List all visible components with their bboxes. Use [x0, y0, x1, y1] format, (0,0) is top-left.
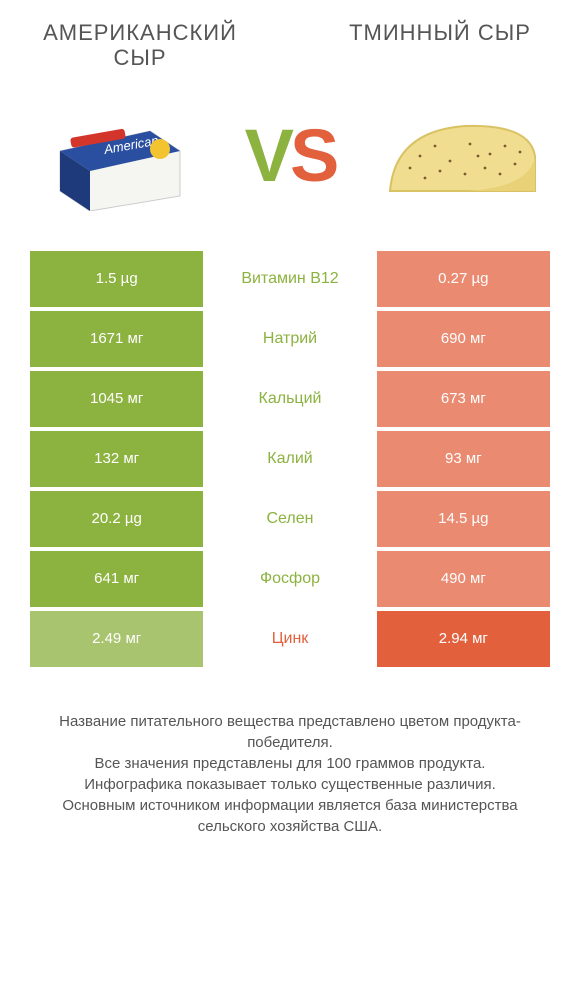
table-row: 641 мгФосфор490 мг — [30, 551, 550, 607]
nutrient-label: Фосфор — [203, 551, 376, 607]
table-row: 1671 мгНатрий690 мг — [30, 311, 550, 367]
value-right: 490 мг — [377, 551, 550, 607]
table-row: 2.49 мгЦинк2.94 мг — [30, 611, 550, 667]
nutrient-label: Натрий — [203, 311, 376, 367]
vs-label: VS — [245, 113, 336, 198]
value-right: 673 мг — [377, 371, 550, 427]
nutrient-label: Селен — [203, 491, 376, 547]
footer-line-3: Инфографика показывает только существенн… — [30, 774, 550, 795]
nutrient-label: Витамин B12 — [203, 251, 376, 307]
table-row: 20.2 µgСелен14.5 µg — [30, 491, 550, 547]
value-right: 2.94 мг — [377, 611, 550, 667]
footer-line-1: Название питательного вещества представл… — [30, 711, 550, 753]
header: АМЕРИКАНСКИЙ СЫР ТМИННЫЙ СЫР — [0, 0, 580, 81]
table-row: 132 мгКалий93 мг — [30, 431, 550, 487]
value-left: 1.5 µg — [30, 251, 203, 307]
value-right: 14.5 µg — [377, 491, 550, 547]
vs-s: S — [290, 114, 335, 197]
vs-v: V — [245, 114, 290, 197]
value-left: 1671 мг — [30, 311, 203, 367]
product-image-left: American — [40, 91, 200, 221]
value-left: 20.2 µg — [30, 491, 203, 547]
footer: Название питательного вещества представл… — [0, 671, 580, 837]
title-left: АМЕРИКАНСКИЙ СЫР — [40, 20, 240, 71]
value-right: 0.27 µg — [377, 251, 550, 307]
title-right: ТМИННЫЙ СЫР — [340, 20, 540, 71]
comparison-table: 1.5 µgВитамин B120.27 µg1671 мгНатрий690… — [0, 251, 580, 667]
footer-line-2: Все значения представлены для 100 граммо… — [30, 753, 550, 774]
images-row: American VS — [0, 81, 580, 251]
value-left: 132 мг — [30, 431, 203, 487]
nutrient-label: Калий — [203, 431, 376, 487]
value-left: 1045 мг — [30, 371, 203, 427]
value-right: 93 мг — [377, 431, 550, 487]
product-image-right — [380, 91, 540, 221]
nutrient-label: Кальций — [203, 371, 376, 427]
footer-line-4: Основным источником информации является … — [30, 795, 550, 837]
value-left: 2.49 мг — [30, 611, 203, 667]
value-left: 641 мг — [30, 551, 203, 607]
nutrient-label: Цинк — [203, 611, 376, 667]
table-row: 1045 мгКальций673 мг — [30, 371, 550, 427]
table-row: 1.5 µgВитамин B120.27 µg — [30, 251, 550, 307]
value-right: 690 мг — [377, 311, 550, 367]
